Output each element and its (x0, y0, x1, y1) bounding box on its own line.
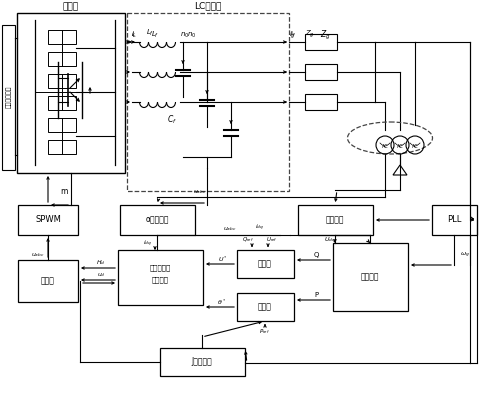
Text: $u_{abc}$: $u_{abc}$ (31, 251, 45, 259)
Text: $i_L$: $i_L$ (131, 31, 137, 39)
Text: $U_{dq}$: $U_{dq}$ (324, 236, 336, 246)
Text: J优化算法: J优化算法 (192, 358, 212, 367)
Bar (17, 13, 125, 173)
Text: $n_0$: $n_0$ (187, 30, 197, 40)
Text: $u_{abc}$: $u_{abc}$ (193, 188, 207, 196)
Text: $u_d$: $u_d$ (97, 271, 106, 279)
Text: $n_0$: $n_0$ (180, 30, 190, 40)
Bar (48, 52, 76, 66)
Bar (160, 348, 245, 376)
Bar (120, 205, 195, 235)
Text: AC: AC (397, 145, 403, 149)
Bar (18, 205, 78, 235)
Bar (2, 25, 15, 170)
Text: $i_L$: $i_L$ (131, 30, 137, 40)
Text: P: P (314, 292, 318, 298)
Text: α坐标变换: α坐标变换 (145, 215, 169, 224)
Text: $Z_g$: $Z_g$ (319, 28, 330, 42)
Bar (18, 260, 78, 302)
Text: 闭环控制: 闭环控制 (151, 277, 169, 283)
Text: $Z_g$: $Z_g$ (305, 28, 315, 40)
Text: $i_g$: $i_g$ (288, 29, 295, 41)
Bar (118, 250, 203, 305)
Text: 直流储能电池: 直流储能电池 (6, 86, 11, 108)
Text: $i_{dq}$: $i_{dq}$ (255, 223, 265, 233)
Text: 逆变器: 逆变器 (63, 2, 79, 11)
Bar (305, 34, 337, 50)
Text: $C_f$: $C_f$ (167, 114, 177, 126)
Text: $Q_{ref}$: $Q_{ref}$ (242, 235, 254, 244)
Text: 反变换: 反变换 (41, 277, 55, 285)
Text: 励磁器: 励磁器 (258, 259, 272, 268)
Text: $\theta^*$: $\theta^*$ (217, 298, 227, 307)
Text: $L_f$: $L_f$ (146, 28, 154, 38)
Text: $L_f$: $L_f$ (151, 30, 159, 40)
Bar (298, 205, 373, 235)
Text: $\omega_g$: $\omega_g$ (460, 250, 470, 260)
Bar (127, 13, 289, 191)
Text: AC: AC (382, 145, 388, 149)
Text: 坐标变换: 坐标变换 (326, 215, 344, 224)
Text: $u_{abc}$: $u_{abc}$ (223, 225, 237, 233)
Text: $P_{ref}$: $P_{ref}$ (259, 327, 271, 336)
Text: PLL: PLL (447, 215, 461, 224)
Text: 调速器: 调速器 (258, 303, 272, 312)
Bar (48, 140, 76, 154)
Text: AC: AC (412, 145, 419, 149)
Text: $i_{dq}$: $i_{dq}$ (143, 239, 152, 249)
Text: Q: Q (314, 252, 318, 258)
Bar (48, 96, 76, 110)
Bar (237, 293, 294, 321)
Bar (333, 243, 408, 311)
Text: $U_{ref}$: $U_{ref}$ (266, 235, 278, 244)
Text: $U^*$: $U^*$ (218, 254, 228, 264)
Bar (48, 30, 76, 44)
Text: SPWM: SPWM (35, 215, 61, 224)
Text: 功率计算: 功率计算 (361, 272, 379, 281)
Text: $H_d$: $H_d$ (96, 259, 106, 268)
Text: LC滤波器: LC滤波器 (194, 2, 222, 11)
Bar (432, 205, 477, 235)
Text: $i_g$: $i_g$ (290, 30, 296, 40)
Bar (305, 64, 337, 80)
Text: m: m (60, 187, 68, 196)
Bar (48, 74, 76, 88)
Bar (305, 94, 337, 110)
Text: 电压、电流: 电压、电流 (149, 265, 171, 271)
Bar (237, 250, 294, 278)
Bar (48, 118, 76, 132)
